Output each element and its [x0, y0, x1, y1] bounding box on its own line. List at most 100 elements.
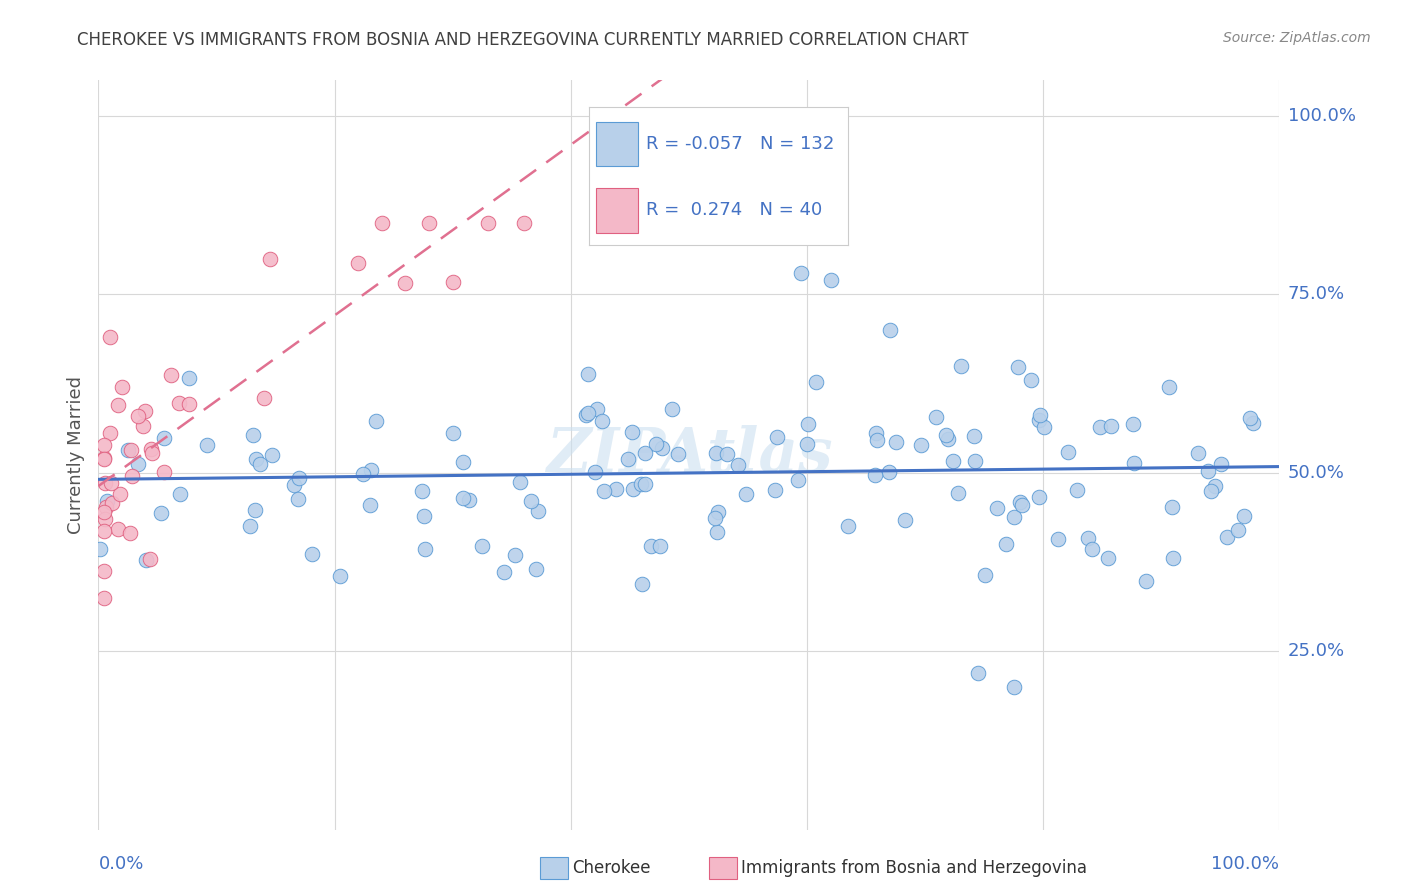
Point — [1233, 508, 1256, 523]
Point — [1161, 551, 1184, 566]
Point — [1081, 541, 1104, 556]
Point — [661, 402, 683, 417]
Point — [704, 511, 727, 525]
Point — [1227, 523, 1250, 537]
Point — [360, 463, 382, 477]
Point — [1002, 510, 1025, 524]
Point — [141, 446, 163, 460]
Point — [948, 486, 970, 500]
Point — [134, 404, 156, 418]
Point — [605, 482, 627, 496]
Point — [1047, 532, 1070, 546]
Point — [645, 437, 668, 451]
Point — [451, 455, 474, 469]
Y-axis label: Currently Married: Currently Married — [66, 376, 84, 534]
Point — [177, 396, 200, 410]
Point — [967, 665, 990, 680]
Point — [242, 428, 264, 442]
Point — [471, 539, 494, 553]
Point — [239, 519, 262, 533]
Point — [150, 507, 173, 521]
Point — [1122, 417, 1144, 431]
Point — [329, 569, 352, 583]
Point — [865, 425, 887, 440]
Point — [1028, 490, 1050, 504]
Point — [766, 430, 789, 444]
Point — [135, 552, 157, 566]
Point — [177, 371, 200, 385]
Point — [1007, 359, 1029, 374]
Point — [287, 471, 309, 485]
Point — [160, 368, 183, 382]
Point — [1011, 498, 1033, 512]
Point — [1243, 416, 1265, 430]
Point — [704, 445, 727, 459]
Point — [167, 396, 190, 410]
Point — [790, 266, 813, 280]
Point — [706, 505, 728, 519]
Point — [630, 477, 652, 491]
Point — [1090, 419, 1112, 434]
Point — [413, 542, 436, 557]
Point — [884, 435, 907, 450]
Point — [894, 513, 917, 527]
Point — [650, 539, 672, 553]
Point — [418, 216, 440, 230]
Point — [287, 492, 309, 507]
Point — [98, 330, 121, 344]
Point — [735, 487, 758, 501]
Point — [591, 414, 613, 428]
Point — [1057, 445, 1080, 459]
Point — [101, 496, 124, 510]
Text: 50.0%: 50.0% — [1288, 464, 1344, 482]
Point — [505, 548, 527, 562]
Point — [963, 429, 986, 443]
Point — [634, 446, 657, 460]
Point — [973, 568, 995, 582]
Point — [1199, 484, 1222, 499]
Point — [1197, 464, 1219, 478]
Point — [366, 414, 388, 428]
Point — [118, 526, 141, 541]
Point — [93, 451, 115, 466]
Point — [1239, 411, 1261, 425]
Point — [394, 276, 416, 290]
Text: Immigrants from Bosnia and Herzegovina: Immigrants from Bosnia and Herzegovina — [741, 859, 1087, 877]
Point — [787, 473, 810, 487]
Point — [141, 442, 163, 456]
Point — [245, 452, 267, 467]
Point — [127, 458, 149, 472]
Text: Cherokee: Cherokee — [572, 859, 651, 877]
Point — [1187, 446, 1209, 460]
Point — [796, 417, 818, 431]
Point — [107, 522, 129, 536]
Point — [616, 452, 638, 467]
Point — [94, 511, 117, 525]
Point — [666, 447, 689, 461]
Point — [1135, 574, 1157, 588]
Point — [1161, 500, 1184, 514]
Point — [98, 425, 121, 440]
Point — [524, 562, 547, 576]
Point — [702, 202, 724, 216]
Point — [509, 475, 531, 490]
Point — [963, 454, 986, 468]
Point — [441, 426, 464, 441]
Point — [477, 216, 499, 230]
Point — [716, 446, 738, 460]
Text: ZIPAtlas: ZIPAtlas — [546, 425, 832, 485]
Point — [107, 398, 129, 412]
Point — [93, 451, 115, 466]
Point — [131, 418, 153, 433]
Point — [94, 476, 117, 491]
Point — [127, 409, 149, 424]
Point — [153, 431, 176, 445]
Point — [936, 433, 959, 447]
Point — [117, 443, 139, 458]
Point — [413, 509, 436, 524]
Point — [995, 537, 1018, 551]
Point — [866, 433, 889, 447]
Point — [575, 408, 598, 422]
Point — [1209, 457, 1232, 471]
Text: 75.0%: 75.0% — [1288, 285, 1346, 303]
